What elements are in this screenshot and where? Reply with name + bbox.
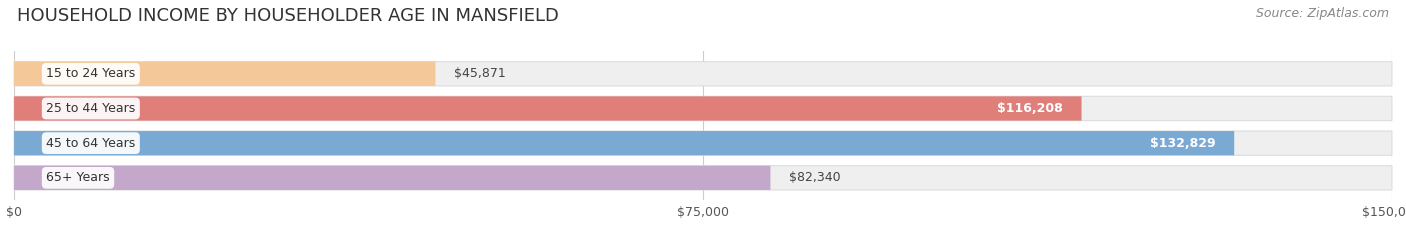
FancyBboxPatch shape — [14, 62, 1392, 86]
FancyBboxPatch shape — [14, 96, 1392, 121]
Text: 65+ Years: 65+ Years — [46, 171, 110, 184]
FancyBboxPatch shape — [14, 62, 436, 86]
FancyBboxPatch shape — [14, 166, 1392, 190]
Text: 45 to 64 Years: 45 to 64 Years — [46, 137, 135, 150]
Text: $116,208: $116,208 — [997, 102, 1063, 115]
Text: HOUSEHOLD INCOME BY HOUSEHOLDER AGE IN MANSFIELD: HOUSEHOLD INCOME BY HOUSEHOLDER AGE IN M… — [17, 7, 558, 25]
Text: $45,871: $45,871 — [454, 67, 506, 80]
FancyBboxPatch shape — [14, 131, 1392, 155]
Text: 15 to 24 Years: 15 to 24 Years — [46, 67, 135, 80]
Text: Source: ZipAtlas.com: Source: ZipAtlas.com — [1256, 7, 1389, 20]
FancyBboxPatch shape — [14, 96, 1081, 121]
FancyBboxPatch shape — [14, 166, 770, 190]
FancyBboxPatch shape — [14, 131, 1234, 155]
Text: 25 to 44 Years: 25 to 44 Years — [46, 102, 135, 115]
Text: $82,340: $82,340 — [789, 171, 841, 184]
Text: $132,829: $132,829 — [1150, 137, 1216, 150]
